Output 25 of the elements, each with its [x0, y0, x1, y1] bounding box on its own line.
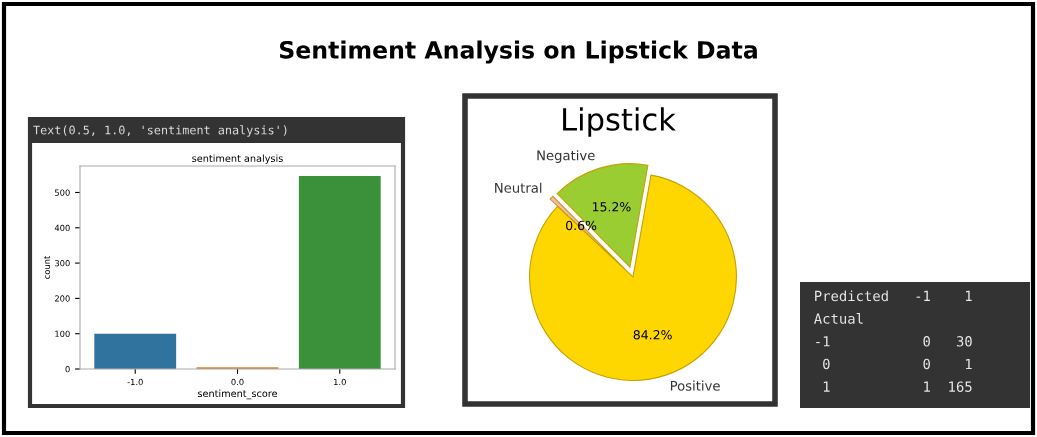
- x-tick-label: -1.0: [127, 378, 143, 386]
- text: Predicted -1 1: [815, 290, 972, 302]
- y-tick-label: 500: [55, 189, 70, 196]
- x-tick-label: 0.0: [231, 378, 244, 386]
- y-tick-label: 100: [55, 330, 70, 337]
- text: -1 0 30: [816, 336, 972, 347]
- chart-title: sentiment analysis: [192, 154, 283, 164]
- slice-label: Negative: [537, 150, 595, 163]
- slice-label: Neutral: [495, 182, 542, 193]
- text: Text(0.5, 1.0, 'sentiment analysis'): [33, 125, 287, 137]
- slice-label: Positive: [670, 380, 720, 391]
- y-tick-label: 300: [55, 260, 70, 267]
- text: 1 1 165: [823, 381, 972, 392]
- y-tick-label: 0: [65, 365, 70, 373]
- data-label: 15.2%: [592, 202, 631, 212]
- chart-title: Lipstick: [563, 107, 676, 137]
- x-tick-label: 1.0: [334, 378, 346, 386]
- text: Sentiment Analysis on Lipstick Data: [279, 40, 757, 64]
- y-tick-label: 200: [54, 295, 70, 302]
- x-axis-title: sentiment_score: [197, 389, 278, 400]
- data-label: 84.2%: [633, 330, 672, 340]
- y-tick-label: 400: [54, 224, 70, 232]
- text: 0 0 1: [823, 358, 972, 370]
- y-axis-title: count: [44, 255, 50, 279]
- text: Actual: [814, 313, 863, 324]
